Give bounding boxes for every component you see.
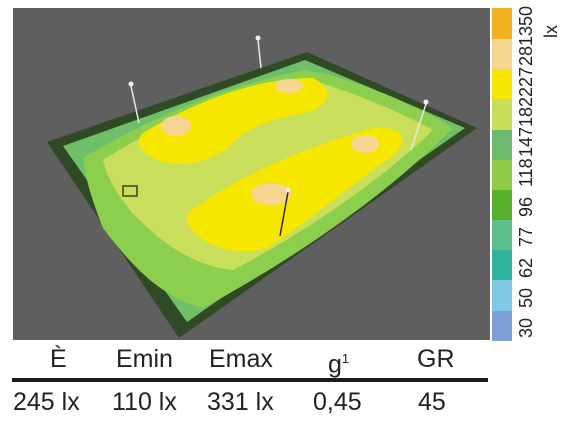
legend-label: 118 [516, 158, 536, 188]
table-divider [12, 378, 488, 382]
legend-swatch [492, 38, 512, 70]
legend-swatch [492, 279, 512, 311]
floodlight-3 [423, 99, 429, 105]
light-pole-2 [257, 39, 262, 69]
legend-label: 182 [516, 96, 536, 127]
header-gr: GR [417, 345, 455, 373]
legend-unit: lx [541, 25, 561, 38]
legend-label: 62 [516, 257, 536, 278]
legend-swatch [492, 219, 512, 251]
header-emin: Emin [116, 345, 173, 373]
header-g-superscript: 1 [341, 351, 350, 366]
value-gr: 45 [418, 388, 446, 416]
value-eavg: 245 lx [13, 388, 80, 416]
legend-swatch [492, 249, 512, 281]
zone-peak-4 [251, 183, 291, 205]
value-emin: 110 lx [112, 388, 177, 416]
legend-label: 96 [516, 197, 536, 218]
header-g-text: g [328, 350, 342, 379]
legend-label: 281 [516, 36, 536, 67]
zone-yellow-1 [138, 78, 328, 164]
legend-swatch [492, 189, 512, 221]
light-pole-4 [279, 191, 289, 237]
legend-swatch [492, 68, 512, 100]
zone-yellow-2 [186, 127, 403, 252]
light-pole-1 [130, 85, 140, 124]
floodlight-4 [285, 187, 291, 193]
header-g: g1 [328, 342, 349, 381]
legend-swatch [492, 8, 512, 39]
floodlight-2 [255, 35, 261, 41]
value-emax: 331 lx [207, 388, 274, 416]
legend-label: 77 [516, 227, 536, 248]
field-render [47, 35, 477, 338]
light-pole-3 [410, 103, 427, 151]
value-g: 0,45 [313, 388, 362, 416]
floodlight-1 [128, 81, 134, 87]
zone-peak-3 [351, 135, 379, 153]
header-emax: Emax [209, 345, 273, 373]
legend-swatch [492, 98, 512, 130]
legend-swatch [492, 158, 512, 190]
color-scale-legend [492, 8, 512, 341]
header-eavg: È [50, 345, 67, 373]
legend-label: 50 [516, 287, 536, 308]
zone-peak-2 [275, 79, 303, 93]
goal [122, 185, 138, 197]
legend-label: 227 [516, 66, 536, 97]
legend-label: 147 [516, 126, 536, 157]
legend-label: 30 [516, 317, 536, 338]
legend-swatch [492, 128, 512, 160]
legend-swatch [492, 309, 512, 341]
legend-label: 350 [516, 6, 536, 37]
zone-peak-1 [161, 116, 191, 136]
illuminance-3d-view[interactable] [13, 8, 490, 340]
